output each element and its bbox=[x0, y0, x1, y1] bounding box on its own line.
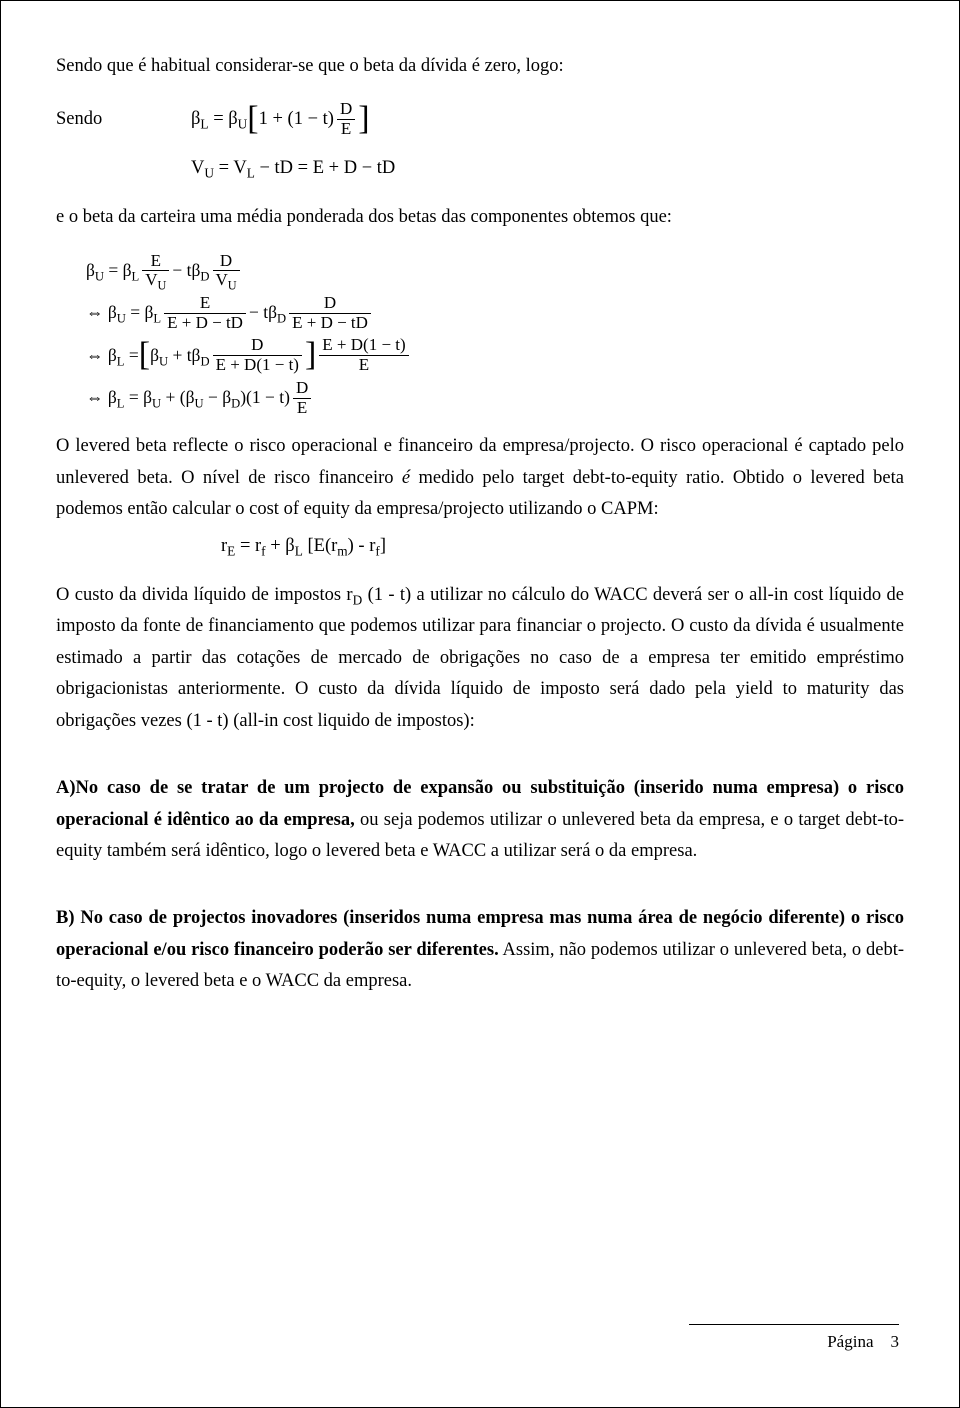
formula-beta-l: Sendo βL = βU [ 1 + (1 − t) DE ] bbox=[56, 100, 904, 138]
formula-derivation: βU = βL EVU − tβD DVU ⇔ βU = βL EE + D −… bbox=[56, 252, 904, 418]
paragraph-b: B) No caso de projectos inovadores (inse… bbox=[56, 903, 904, 997]
paragraph-4: O custo da divida líquido de impostos rD… bbox=[56, 580, 904, 737]
page-number: 3 bbox=[891, 1332, 900, 1351]
capm-formula: rE = rf + βL [E(rm) - rf] bbox=[56, 531, 904, 562]
sendo-label: Sendo bbox=[56, 104, 191, 135]
paragraph-3: O levered beta reflecte o risco operacio… bbox=[56, 431, 904, 525]
paragraph-a: A)No caso de se tratar de um projecto de… bbox=[56, 773, 904, 867]
paragraph-intro: Sendo que é habitual considerar-se que o… bbox=[56, 51, 904, 82]
page-footer: Página 3 bbox=[689, 1324, 899, 1357]
footer-label: Página bbox=[827, 1332, 873, 1351]
formula-vu: VU = VL − tD = E + D − tD bbox=[56, 153, 904, 184]
p3-italic: é bbox=[402, 468, 410, 488]
paragraph-2: e o beta da carteira uma média ponderada… bbox=[56, 202, 904, 233]
